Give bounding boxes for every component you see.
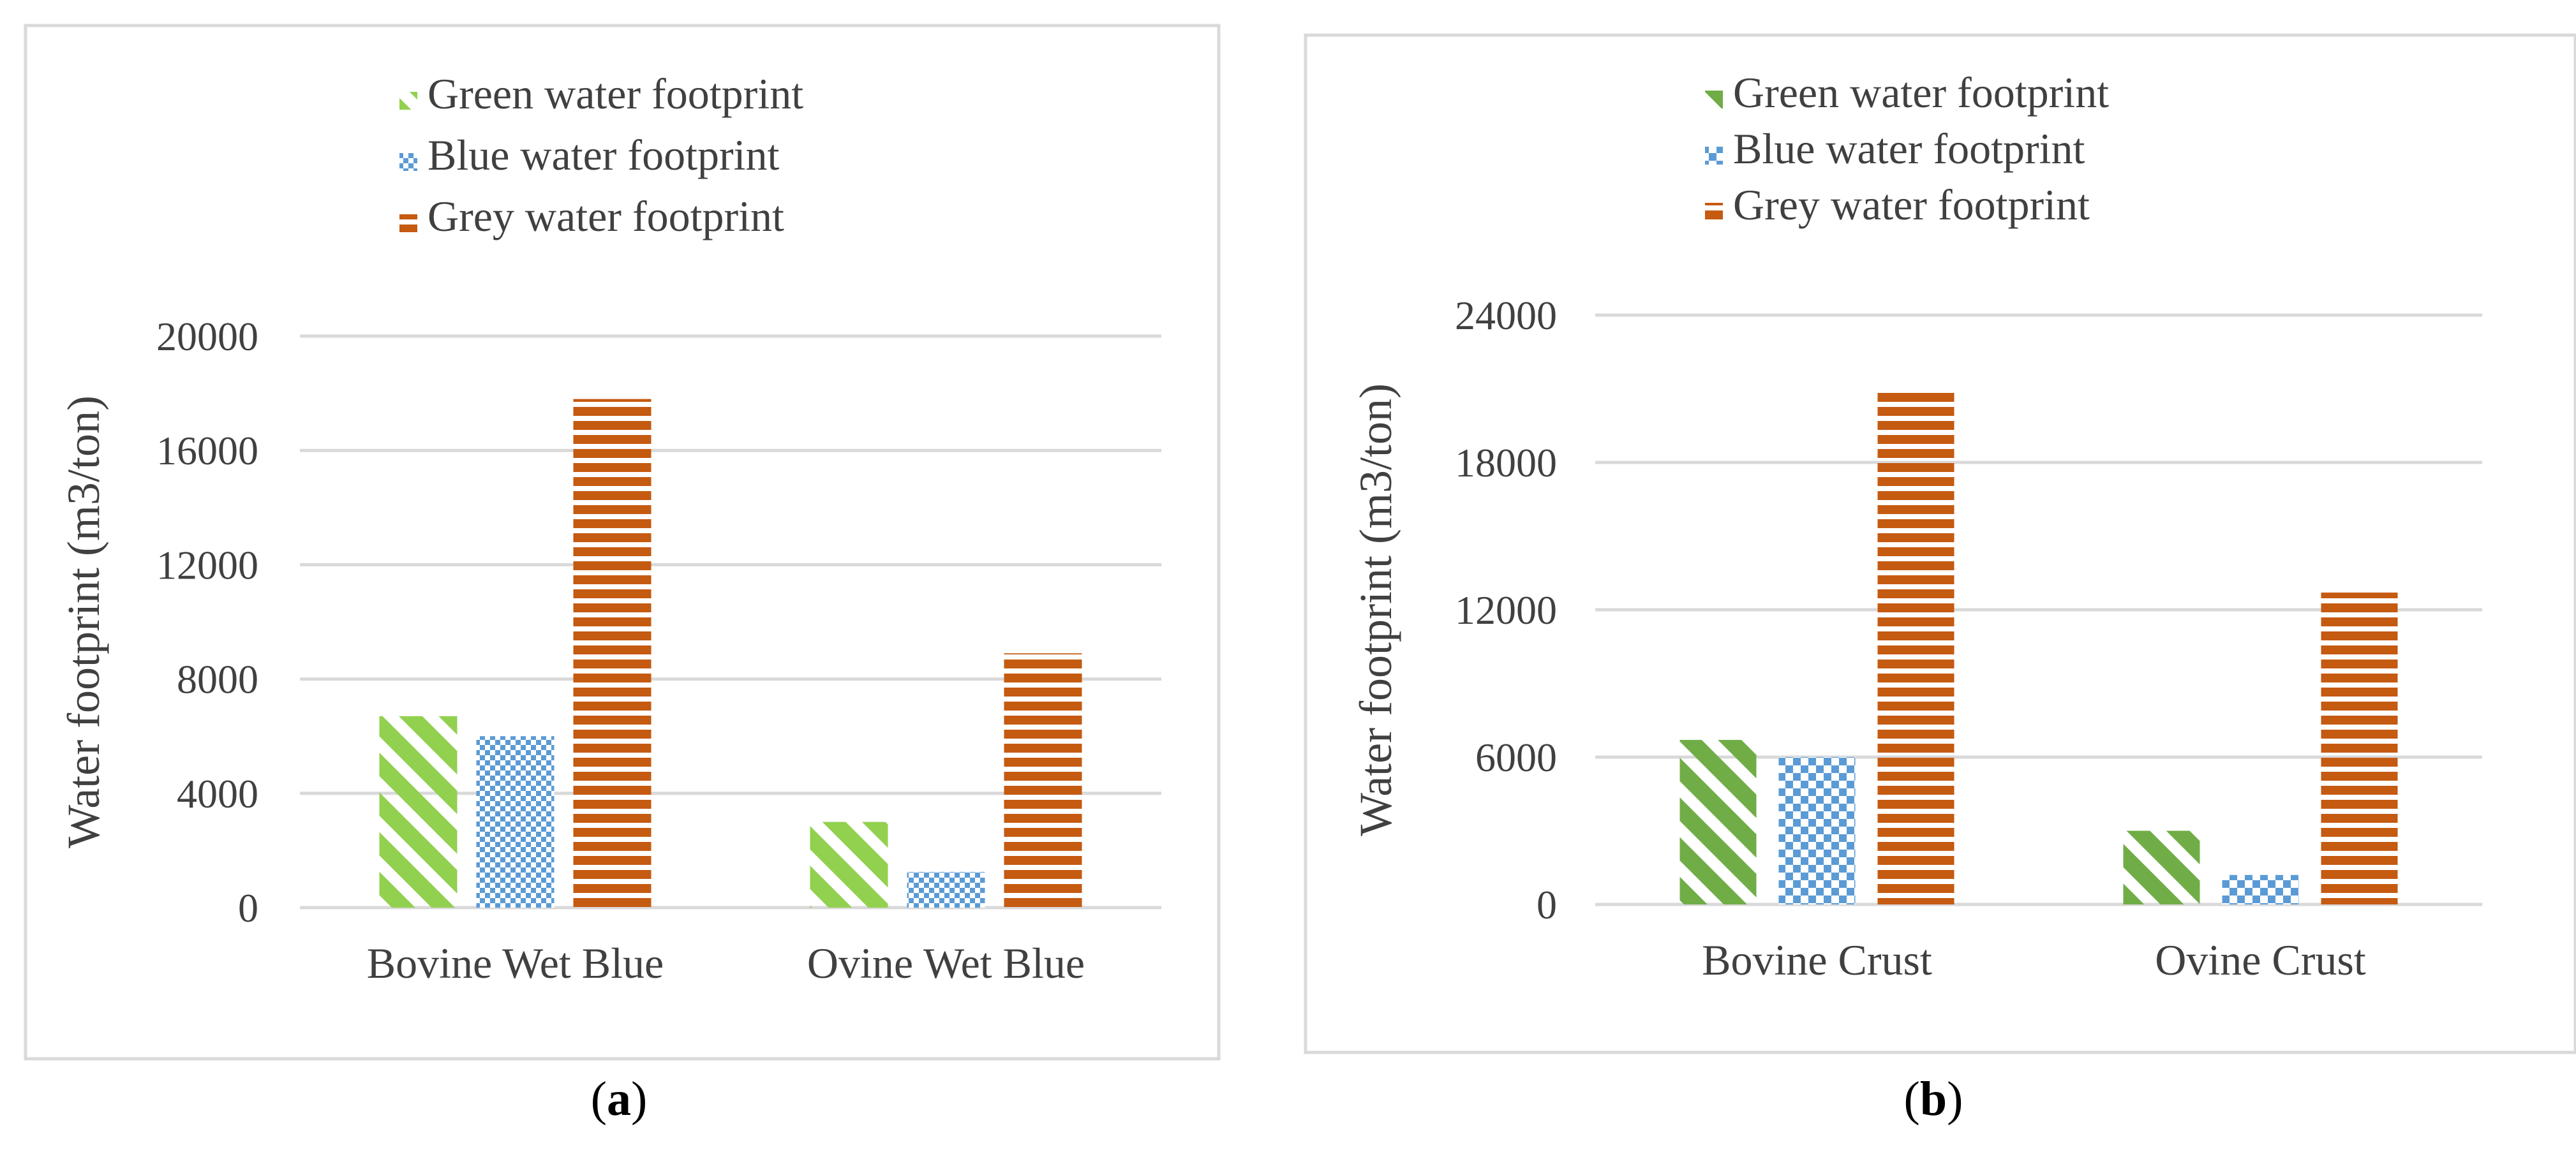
legend-swatch — [1705, 147, 1723, 165]
bar — [2321, 593, 2398, 904]
y-tick-label: 4000 — [177, 771, 258, 816]
chart-panel-b: 0 6000 12000 18000 24000 Water footprint (m3/… — [1295, 0, 2576, 1072]
caption-b-letter: b — [1919, 1072, 1947, 1126]
chart-b-svg: 0 6000 12000 18000 24000 Water footprint (m3/… — [1304, 33, 2576, 1054]
caption-a-letter: a — [607, 1072, 631, 1126]
legend-swatch — [399, 92, 417, 110]
legend-label: Blue water footprint — [1733, 124, 2085, 173]
legend-swatch — [1705, 91, 1723, 108]
bar — [2123, 830, 2200, 904]
legend-swatch — [1705, 203, 1723, 221]
y-tick-label: 24000 — [1455, 293, 1557, 338]
bar — [1679, 740, 1757, 904]
x-category-label: Bovine Crust — [1702, 936, 1932, 984]
y-tick-label: 18000 — [1455, 440, 1557, 485]
y-tick-label: 12000 — [1455, 587, 1557, 633]
y-tick-label: 0 — [238, 885, 258, 931]
bar — [1778, 757, 1856, 904]
bar — [573, 399, 651, 908]
legend-label: Grey water footprint — [428, 192, 784, 240]
legend-swatch — [399, 214, 417, 232]
bar — [810, 822, 888, 908]
x-category-label: Bovine Wet Blue — [367, 939, 664, 987]
x-category-label: Ovine Crust — [2155, 936, 2366, 984]
y-tick-label: 16000 — [156, 428, 258, 473]
caption-a: (a) — [590, 1072, 648, 1126]
legend-label: Grey water footprint — [1733, 181, 2090, 229]
x-category-label: Ovine Wet Blue — [807, 939, 1085, 987]
legend-label: Green water footprint — [428, 70, 803, 118]
y-axis-label: Water footprint (m3/ton) — [1350, 383, 1401, 836]
bar — [379, 716, 458, 908]
y-axis-label: Water footprint (m3/ton) — [58, 395, 109, 848]
legend-swatch — [399, 153, 417, 171]
y-tick-label: 12000 — [156, 542, 258, 587]
chart-panel-a: 0 4000 8000 12000 16000 20000 Water footprint … — [0, 0, 1295, 1072]
legend-label: Green water footprint — [1733, 68, 2109, 117]
caption-b: (b) — [1903, 1072, 1963, 1126]
bar — [476, 736, 555, 908]
bar — [907, 872, 985, 908]
legend-label: Blue water footprint — [428, 131, 780, 179]
chart-a-svg: 0 4000 8000 12000 16000 20000 Water footprint … — [24, 24, 1221, 1061]
y-tick-label: 20000 — [156, 314, 258, 359]
bar — [1004, 653, 1082, 908]
y-tick-label: 0 — [1537, 882, 1557, 927]
bar — [1877, 388, 1954, 904]
chart-frame — [1304, 33, 2576, 1054]
bar — [2222, 874, 2299, 904]
y-tick-label: 8000 — [177, 657, 258, 702]
chart-frame — [24, 24, 1221, 1061]
y-tick-label: 6000 — [1475, 735, 1557, 780]
